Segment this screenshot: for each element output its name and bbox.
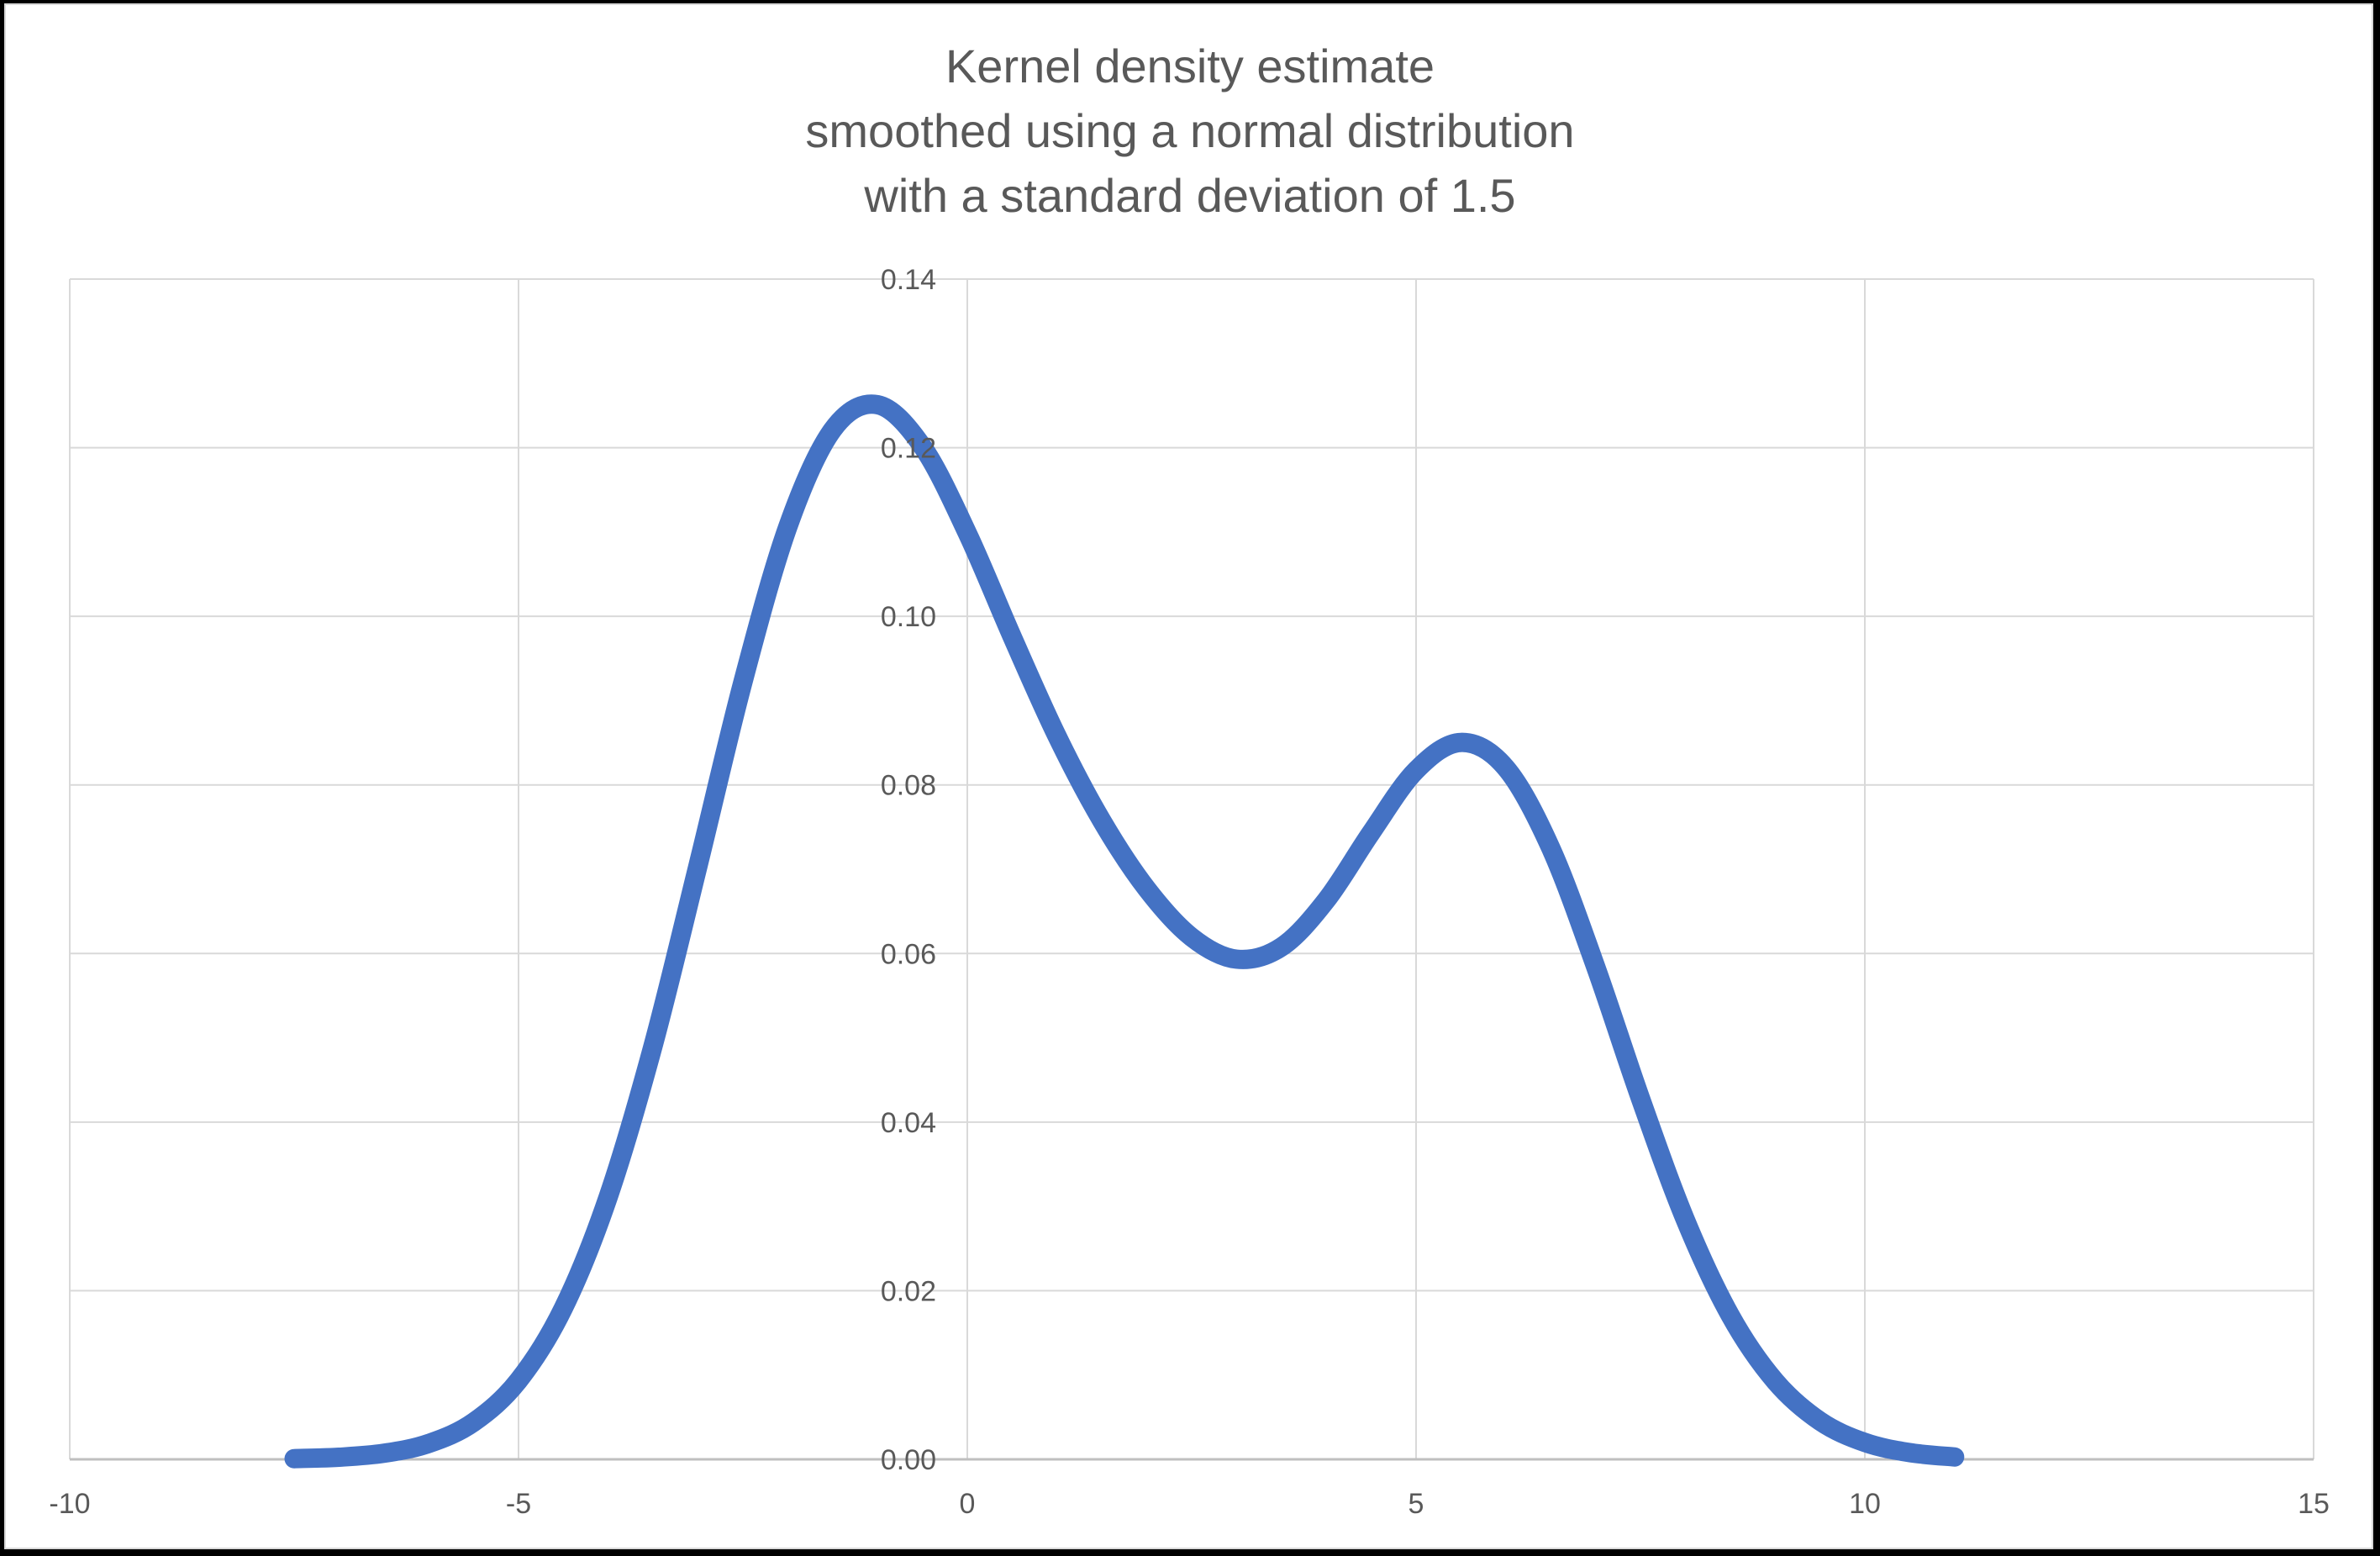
chart-title-line-1: Kernel density estimate bbox=[945, 40, 1435, 92]
y-tick-label: 0.00 bbox=[881, 1444, 936, 1476]
y-tick-label: 0.04 bbox=[881, 1107, 936, 1139]
y-tick-label: 0.06 bbox=[881, 938, 936, 970]
x-tick-label: 5 bbox=[1409, 1488, 1424, 1520]
chart-title: Kernel density estimate smoothed using a… bbox=[0, 34, 2380, 228]
x-tick-label: 10 bbox=[1849, 1488, 1881, 1520]
kde-curve bbox=[284, 394, 1965, 1469]
y-tick-label: 0.02 bbox=[881, 1275, 936, 1307]
chart-surface bbox=[4, 3, 2373, 1549]
x-tick-label: 0 bbox=[960, 1488, 976, 1520]
y-tick-label: 0.10 bbox=[881, 601, 936, 633]
x-tick-label: -10 bbox=[49, 1488, 90, 1520]
chart-title-line-2: smoothed using a normal distribution bbox=[805, 104, 1575, 157]
chart-title-line-3: with a standard deviation of 1.5 bbox=[864, 169, 1516, 222]
y-tick-label: 0.12 bbox=[881, 433, 936, 465]
y-tick-label: 0.08 bbox=[881, 770, 936, 802]
y-tick-label: 0.14 bbox=[881, 264, 936, 296]
x-tick-label: 15 bbox=[2298, 1488, 2330, 1520]
x-tick-label: -5 bbox=[506, 1488, 531, 1520]
